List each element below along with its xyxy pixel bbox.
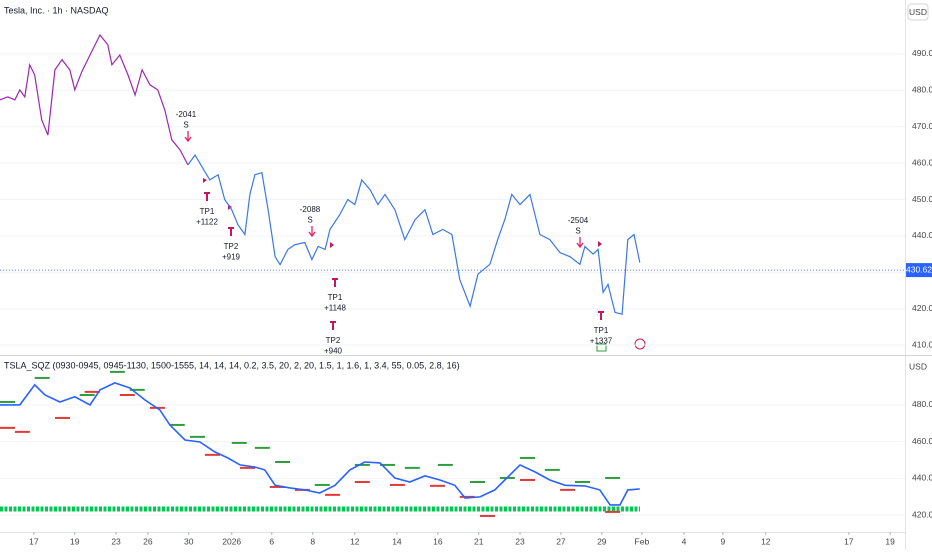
y-tick-label: 420.00: [912, 303, 932, 313]
marker: [330, 242, 334, 248]
trade-label: TP1: [594, 326, 609, 335]
y-tick-label: 490.00: [912, 48, 932, 58]
x-tick-label: 8: [310, 536, 315, 546]
x-tick-label: 26: [143, 536, 153, 546]
x-tick-label: 23: [111, 536, 121, 546]
trade-label: +1122: [196, 218, 218, 227]
currency-label: USD: [909, 361, 927, 371]
x-tick-label: 17: [844, 536, 854, 546]
sell-arrow: [184, 131, 192, 143]
trade-label: +940: [324, 347, 343, 356]
tp-marker: [204, 192, 210, 201]
x-tick-label: Feb: [635, 536, 650, 546]
trade-label: +1337: [590, 337, 613, 346]
x-tick-label: 12: [761, 536, 771, 546]
trade-label: S: [575, 227, 580, 236]
x-tick-label: 21: [474, 536, 484, 546]
x-tick-label: 19: [70, 536, 80, 546]
sell-arrow: [576, 237, 584, 249]
y-tick-label: 480.00: [912, 85, 932, 95]
trade-label: TP2: [224, 242, 239, 251]
last-price-box: [906, 263, 932, 278]
sell-arrow: [308, 226, 316, 238]
x-tick-label: 12: [350, 536, 360, 546]
y-tick-label: 460.00: [912, 157, 932, 167]
y-tick-label: 440.00: [912, 230, 932, 240]
x-tick-label: 4: [682, 536, 687, 546]
x-tick-label: 6: [269, 536, 274, 546]
trade-label: -2088: [300, 205, 321, 214]
y-tick-label: 450.00: [912, 194, 932, 204]
tp-marker: [598, 311, 604, 320]
x-tick-label: 16: [433, 536, 443, 546]
currency-label: USD: [909, 7, 927, 17]
y-tick-label: 460.00: [912, 436, 932, 446]
tp-marker: [228, 227, 234, 236]
y-tick-label: 440.00: [912, 473, 932, 483]
trade-label: -2041: [176, 110, 197, 119]
y-tick-label: 470.00: [912, 121, 932, 131]
indicator-title: TSLA_SQZ (0930-0945, 0945-1130, 1500-155…: [4, 360, 460, 370]
tp-marker: [332, 278, 338, 287]
trade-label: S: [183, 121, 188, 130]
price-line: [0, 382, 640, 506]
currency-box[interactable]: [907, 3, 929, 21]
x-tick-label: 23: [515, 536, 525, 546]
trade-label: TP1: [328, 293, 343, 302]
x-tick-label: 27: [556, 536, 566, 546]
x-tick-label: 9: [720, 536, 725, 546]
price-line: [187, 154, 641, 315]
y-tick-label: 420.00: [912, 509, 932, 519]
trade-label: S: [307, 216, 312, 225]
trade-label: +919: [222, 253, 241, 262]
x-tick-label: 2026: [222, 536, 241, 546]
x-tick-label: 19: [885, 536, 895, 546]
x-tick-label: 14: [392, 536, 402, 546]
x-tick-label: 29: [597, 536, 607, 546]
trade-label: -2504: [568, 216, 589, 225]
marker: [203, 178, 207, 183]
last-price-label: 430.62: [906, 264, 932, 274]
flag-icon[interactable]: [596, 343, 607, 352]
tp-marker: [330, 321, 336, 330]
y-tick-label: 480.00: [912, 399, 932, 409]
trade-label: TP1: [200, 207, 215, 216]
y-tick-label: 410.00: [912, 339, 932, 349]
trade-label: TP2: [326, 336, 341, 345]
x-tick-label: 30: [184, 536, 194, 546]
trade-label: +1148: [324, 304, 346, 313]
symbol-title: Tesla, Inc. · 1h · NASDAQ: [4, 5, 109, 15]
x-tick-label: 17: [29, 536, 39, 546]
markers: [203, 178, 646, 352]
marker: [598, 241, 602, 247]
alert-icon[interactable]: [634, 338, 646, 350]
price-line: [0, 33, 189, 166]
